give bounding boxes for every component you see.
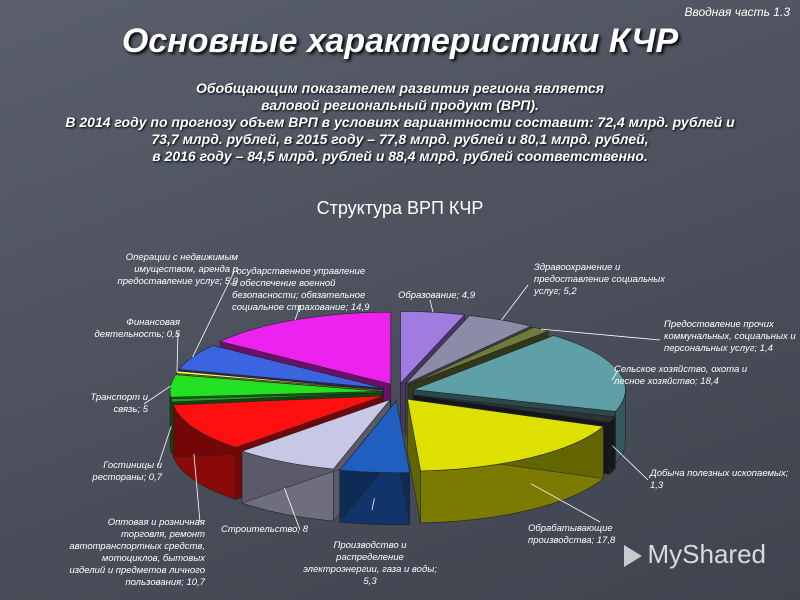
leader-line: [541, 328, 661, 341]
slice-label-line: Транспорт и: [90, 392, 148, 403]
slice-top: [405, 315, 532, 385]
myshared-logo: MyShared: [623, 539, 767, 570]
slice-label-line: связь; 5: [113, 404, 148, 415]
slice-label-line: автотранспортных средств,: [69, 541, 205, 552]
slice-top: [339, 400, 411, 474]
slice-top: [170, 392, 383, 403]
slice-label-line: производства; 17,8: [528, 535, 616, 546]
slice-label-line: изделий и предметов личного: [69, 565, 205, 576]
slice-label-line: Гостиницы и: [103, 460, 162, 471]
slice-label-line: 5,3: [363, 576, 377, 587]
leader-line: [530, 483, 601, 523]
slice-label-line: рестораны; 0,7: [91, 472, 162, 483]
leader-line: [193, 453, 201, 523]
chart-title: Структура ВРП КЧР: [316, 198, 484, 218]
leader-line: [157, 426, 172, 467]
slice-label-line: Предостовление прочих: [664, 319, 775, 330]
pie-slice: [406, 398, 605, 524]
intro-line: 73,7 млрд. рублей, в 2015 году – 77,8 мл…: [151, 131, 649, 147]
slice-label-line: коммунальных, социальных и: [664, 331, 796, 342]
intro-line: валовой региональный продукт (ВРП).: [261, 97, 539, 113]
slice-top: [219, 311, 392, 385]
slice-label-line: электроэнергии, газа и воды;: [303, 564, 437, 575]
slice-label: Сельское хозяйство, охота и лесное хозяйс…: [613, 364, 748, 387]
slice-label: Оптовая и розничная торговля, ремонт автот…: [69, 517, 206, 588]
leader-line: [176, 331, 179, 373]
leader-line: [501, 284, 529, 321]
slice-label-line: мотоциклов, бытовых: [102, 553, 206, 564]
leader-line: [371, 498, 375, 511]
slice-label-line: предоставление услуг; 5,9: [118, 276, 239, 287]
slice-label: Транспорт и связь; 5: [90, 392, 148, 415]
slice-label: Гостиницы и рестораны; 0,7: [91, 460, 162, 483]
slice-label-line: Сельское хозяйство, охота и: [614, 364, 748, 375]
intro-text: Обобщающим показателем развития региона …: [40, 80, 760, 165]
page-title: Основные характеристики КЧР: [121, 22, 679, 60]
leader-line: [611, 445, 649, 481]
slice-label-line: социальное страхование; 14,9: [232, 302, 370, 313]
leader-line: [294, 304, 301, 321]
slice-label-line: пользования; 10,7: [125, 577, 205, 588]
corner-label: Вводная часть 1.3: [684, 5, 790, 19]
leader-line: [143, 385, 171, 405]
slice-label-line: и обеспечение военной: [232, 278, 336, 289]
slice-label-line: Здравоохранение и: [534, 262, 621, 273]
slice-label-line: Строительство; 8: [221, 524, 309, 535]
intro-line: в 2016 году – 84,5 млрд. рублей и 88,4 м…: [152, 148, 648, 164]
slice-label-line: Добыча полезных ископаемых;: [649, 468, 789, 479]
intro-line: В 2014 году по прогнозу объем ВРП в усло…: [65, 114, 735, 130]
slice-label-line: Операции с недвижимым: [126, 252, 239, 263]
slice-label-line: персональных услуг; 1,4: [664, 343, 773, 354]
slice-label-line: Обрабатывающие: [528, 523, 613, 534]
leader-line: [611, 370, 619, 381]
slice-label-line: Финансовая: [126, 317, 180, 328]
leader-line: [429, 299, 434, 313]
slice-label-line: имуществом, аренда и: [134, 264, 238, 275]
watermark-text: MyShared: [647, 539, 767, 569]
slice-top: [172, 395, 384, 448]
slice-label: Производство и распределение электроэнерги…: [303, 540, 437, 587]
slice-label: Предостовление прочих коммунальных, социа…: [664, 319, 796, 354]
slice-label-line: 1,3: [650, 480, 664, 491]
slice-top: [412, 394, 616, 423]
slice-label-line: распределение: [335, 552, 404, 563]
slice-label: Образование; 4,9: [398, 290, 476, 301]
slice-label: Строительство; 8: [221, 524, 309, 535]
slice-label-line: Производство и: [333, 540, 407, 551]
slice-label: Добыча полезных ископаемых; 1,3: [649, 468, 789, 491]
slice-label: Финансовая деятельность; 0,5: [95, 317, 181, 340]
slice-label: Здравоохранение и предоставление социальн…: [533, 262, 666, 297]
slice-label-line: Оптовая и розничная: [108, 517, 205, 528]
slice-label-line: лесное хозяйство; 18,4: [613, 376, 719, 387]
slice-label-line: услуг; 5,2: [533, 286, 577, 297]
pie-slice: [339, 400, 411, 526]
slice-label-line: Образование; 4,9: [398, 290, 476, 301]
slice-label: Обрабатывающие производства; 17,8: [528, 523, 616, 546]
slice-label-line: безопасности; обязательное: [232, 290, 365, 301]
slice-label: Операции с недвижимым имуществом, аренда …: [118, 252, 239, 287]
leader-line: [192, 271, 235, 358]
slice-label-line: Государственное управление: [232, 266, 365, 277]
slice-top: [400, 311, 466, 385]
slice-label-line: торговля, ремонт: [121, 529, 205, 540]
slice-label: Государственное управление и обеспечение …: [232, 266, 370, 313]
slice-label-line: деятельность; 0,5: [95, 329, 181, 340]
slice-top: [241, 398, 391, 470]
slice-top: [406, 398, 605, 472]
slice-label-line: предоставление социальных: [534, 274, 666, 285]
play-icon: [623, 545, 642, 568]
intro-line: Обобщающим показателем развития региона …: [196, 80, 604, 96]
leader-line: [284, 487, 301, 531]
slice-top: [175, 370, 383, 391]
